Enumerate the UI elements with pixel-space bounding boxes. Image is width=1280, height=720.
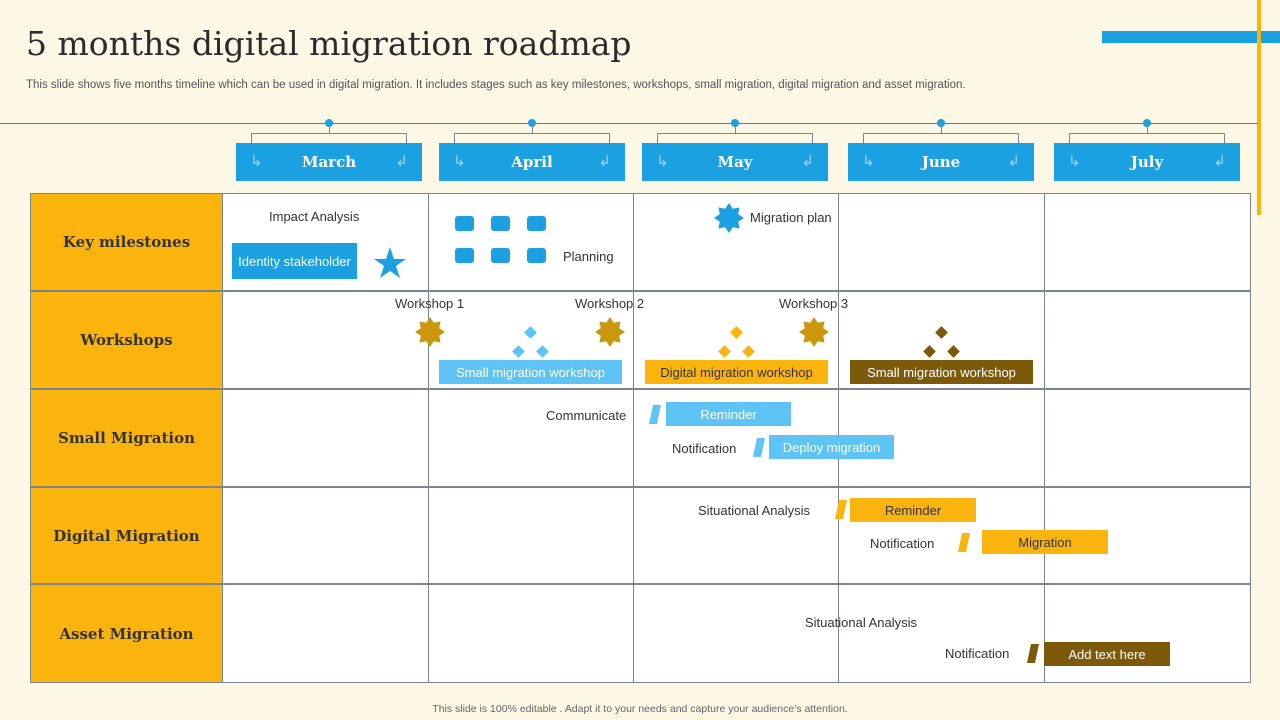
workshop-badge-icon (415, 317, 445, 347)
timeline-stem (941, 123, 942, 133)
situational-analysis-label: Situational Analysis (805, 615, 918, 630)
workshop-1-label: Workshop 1 (395, 296, 465, 311)
workshop-badge-icon (799, 317, 829, 347)
row-label-asset-migration: Asset Migration (31, 585, 222, 682)
add-text-box: Add text here (1044, 642, 1170, 666)
arrow-left-icon: ↳ (1068, 152, 1081, 170)
month-label: June (921, 153, 961, 171)
grid-column-line (633, 193, 634, 683)
small-migration-workshop-april: Small migration workshop (439, 360, 622, 384)
starburst-icon (714, 203, 744, 233)
month-label: May (717, 153, 753, 171)
workshop-badge-icon (595, 317, 625, 347)
grid-column-line (222, 193, 223, 683)
month-header-march: ↳ March ↲ (236, 143, 422, 181)
planning-label: Planning (563, 249, 614, 264)
notification-label: Notification (870, 536, 935, 551)
migration-box: Migration (982, 530, 1108, 554)
planning-square-icon (527, 248, 546, 263)
planning-square-icon (491, 216, 510, 231)
month-bracket (454, 133, 610, 143)
arrow-right-icon: ↲ (395, 152, 408, 170)
timeline-line (0, 123, 1258, 124)
planning-square-icon (527, 216, 546, 231)
footer-note: This slide is 100% editable . Adapt it t… (432, 703, 848, 715)
deploy-migration-box: Deploy migration (769, 435, 894, 459)
month-label: April (511, 153, 553, 171)
arrow-right-icon: ↲ (1007, 152, 1020, 170)
notification-label: Notification (945, 646, 1010, 661)
accent-bar (1102, 31, 1280, 43)
arrow-right-icon: ↲ (598, 152, 611, 170)
arrow-left-icon: ↳ (453, 152, 466, 170)
timeline-stem (1147, 123, 1148, 133)
row-label-key-milestones: Key milestones (31, 194, 222, 290)
timeline-stem (532, 123, 533, 133)
arrow-right-icon: ↲ (1213, 152, 1226, 170)
accent-line (1257, 0, 1261, 215)
digital-migration-workshop-may: Digital migration workshop (645, 360, 828, 384)
month-header-june: ↳ June ↲ (848, 143, 1034, 181)
small-migration-workshop-june: Small migration workshop (850, 360, 1033, 384)
grid-row-line (30, 388, 1251, 390)
reminder-box: Reminder (850, 498, 976, 522)
arrow-left-icon: ↳ (656, 152, 669, 170)
month-label: March (301, 153, 357, 171)
month-header-may: ↳ May ↲ (642, 143, 828, 181)
situational-analysis-label: Situational Analysis (698, 503, 811, 518)
month-label: July (1130, 153, 1164, 171)
month-bracket (657, 133, 813, 143)
page-title: 5 months digital migration roadmap (26, 24, 632, 63)
month-bracket (251, 133, 407, 143)
arrow-left-icon: ↳ (250, 152, 263, 170)
planning-square-icon (491, 248, 510, 263)
reminder-box: Reminder (666, 402, 791, 426)
row-label-small-migration: Small Migration (31, 390, 222, 486)
grid-row-line (30, 583, 1251, 585)
identity-stakeholder-box: Identity stakeholder (232, 243, 357, 279)
planning-square-icon (455, 248, 474, 263)
row-label-digital-migration: Digital Migration (31, 488, 222, 583)
grid-row-line (30, 486, 1251, 488)
grid-column-line (428, 193, 429, 683)
star-icon (374, 247, 406, 278)
month-header-april: ↳ April ↲ (439, 143, 625, 181)
page-subtitle: This slide shows five months timeline wh… (26, 79, 966, 91)
month-header-july: ↳ July ↲ (1054, 143, 1240, 181)
notification-label: Notification (672, 441, 737, 456)
workshop-3-label: Workshop 3 (779, 296, 849, 311)
grid-row-line (30, 290, 1251, 292)
impact-analysis-label: Impact Analysis (269, 209, 360, 224)
timeline-stem (735, 123, 736, 133)
arrow-right-icon: ↲ (801, 152, 814, 170)
timeline-stem (329, 123, 330, 133)
arrow-left-icon: ↳ (862, 152, 875, 170)
month-bracket (1069, 133, 1225, 143)
month-bracket (863, 133, 1019, 143)
workshop-2-label: Workshop 2 (575, 296, 645, 311)
grid-column-line (1044, 193, 1045, 683)
communicate-label: Communicate (546, 408, 627, 423)
planning-square-icon (455, 216, 474, 231)
migration-plan-label: Migration plan (750, 210, 832, 225)
row-label-workshops: Workshops (31, 292, 222, 388)
